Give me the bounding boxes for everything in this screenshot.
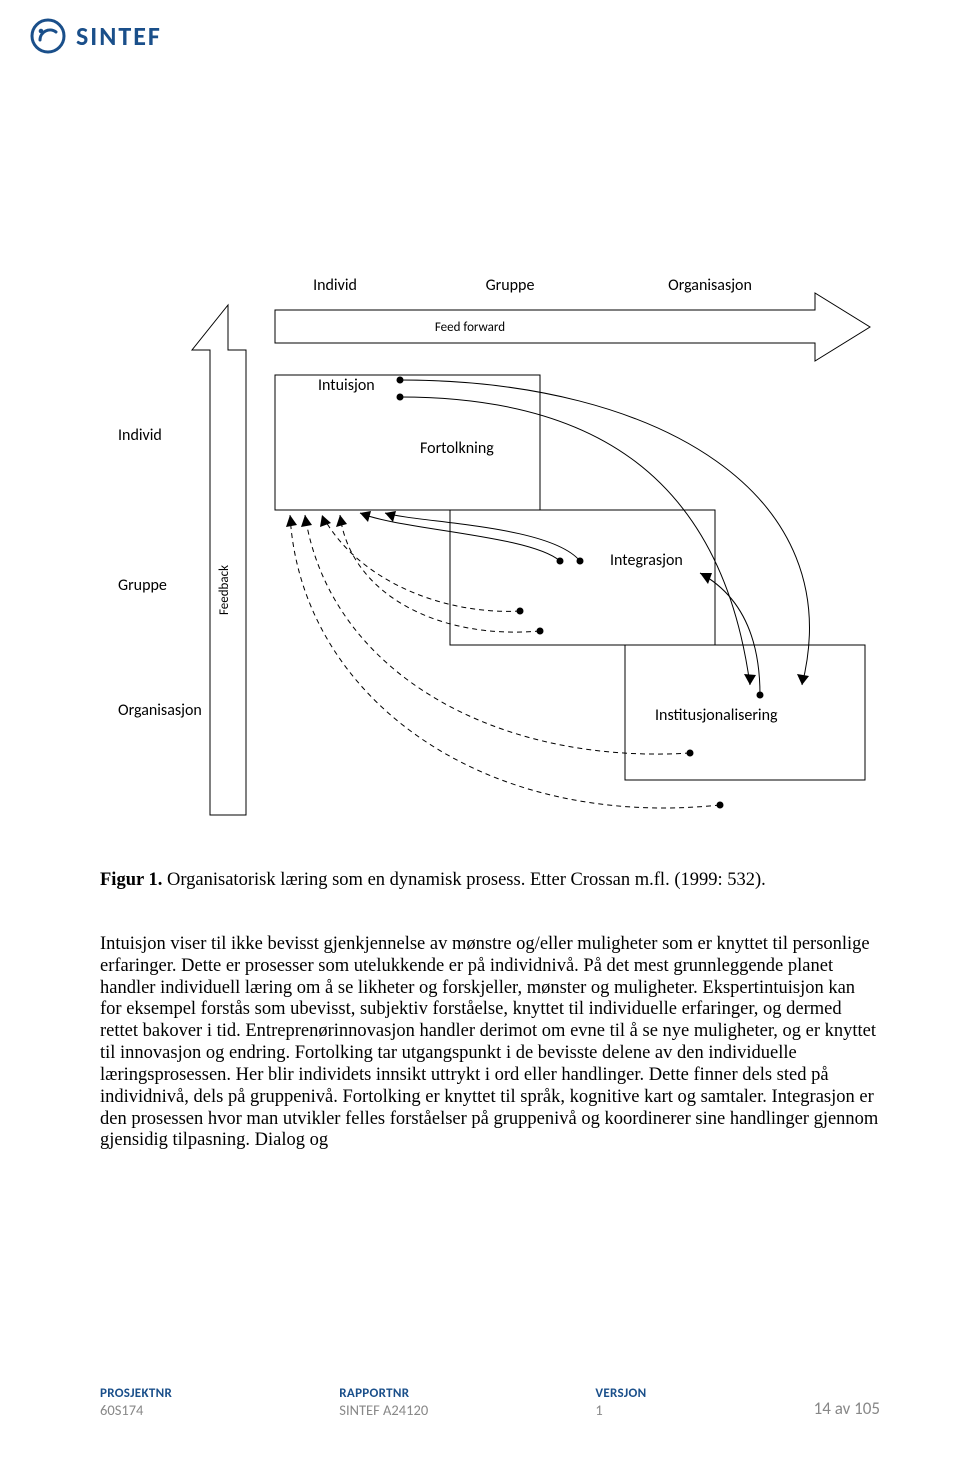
brand-name: SINTEF — [76, 20, 162, 52]
feedforward-arrow — [275, 293, 870, 361]
row-label-gruppe: Gruppe — [118, 576, 167, 595]
footer-col-rapportnr: RAPPORTNR SINTEF A24120 — [339, 1386, 428, 1419]
caption-rest: Organisatorisk læring som en dynamisk pr… — [162, 870, 765, 890]
solid-curve-1-to-3 — [400, 380, 809, 685]
row-label-org: Organisasjon — [118, 701, 202, 720]
figure-1: Individ Gruppe Organisasjon Feed forward… — [100, 275, 880, 865]
box1-sub: Fortolkning — [420, 439, 494, 458]
feedback-label: Feedback — [217, 565, 232, 615]
footer-label-2: RAPPORTNR — [339, 1386, 428, 1401]
page-footer: PROSJEKTNR 60S174 RAPPORTNR SINTEF A2412… — [100, 1386, 880, 1419]
footer-col-prosjektnr: PROSJEKTNR 60S174 — [100, 1386, 172, 1419]
col-label-individ: Individ — [313, 276, 357, 295]
col-label-gruppe: Gruppe — [486, 276, 535, 295]
box3-label: Institusjonalisering — [655, 706, 778, 725]
feedforward-label: Feed forward — [435, 320, 505, 335]
footer-value-3: 1 — [595, 1401, 646, 1419]
box-intuisjon — [275, 375, 540, 510]
row-label-individ: Individ — [118, 426, 162, 445]
box1-label: Intuisjon — [318, 376, 375, 395]
box-integrasjon — [450, 510, 715, 645]
caption-lead: Figur 1. — [100, 870, 162, 890]
footer-col-versjon: VERSJON 1 — [595, 1386, 646, 1419]
page-number: 14 av 105 — [814, 1398, 880, 1419]
body-paragraph: Intuisjon viser til ikke bevisst gjenkje… — [100, 934, 880, 1152]
col-label-org: Organisasjon — [668, 276, 752, 295]
sintef-roundel-icon — [30, 18, 66, 54]
brand-logo: SINTEF — [30, 18, 162, 54]
box2-label: Integrasjon — [610, 551, 683, 570]
footer-value-2: SINTEF A24120 — [339, 1401, 428, 1419]
footer-label-3: VERSJON — [595, 1386, 646, 1401]
footer-label-1: PROSJEKTNR — [100, 1386, 172, 1401]
figure-caption: Figur 1. Organisatorisk læring som en dy… — [100, 870, 880, 891]
footer-value-1: 60S174 — [100, 1401, 172, 1419]
feedback-arrow — [192, 305, 246, 815]
